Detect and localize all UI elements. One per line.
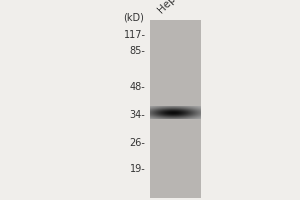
Text: 26-: 26- [130, 138, 146, 148]
Text: 34-: 34- [130, 110, 146, 120]
Text: (kD): (kD) [123, 12, 144, 22]
Text: 48-: 48- [130, 82, 146, 92]
FancyBboxPatch shape [150, 20, 201, 198]
Text: 19-: 19- [130, 164, 146, 174]
Text: HepG2: HepG2 [156, 0, 189, 15]
Text: 85-: 85- [130, 46, 146, 56]
Text: 117-: 117- [124, 30, 146, 40]
